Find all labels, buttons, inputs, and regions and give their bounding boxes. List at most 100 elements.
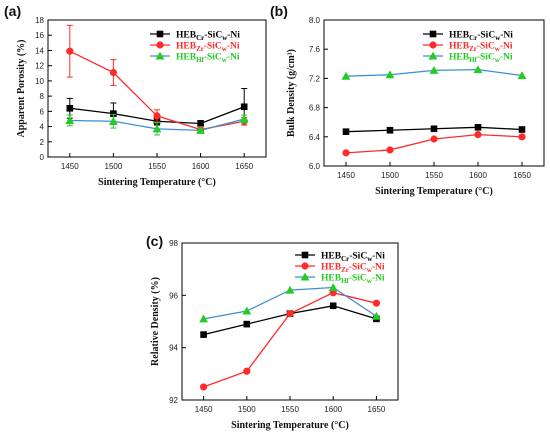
legend-subscript: Zr (196, 45, 204, 53)
legend-text: HEB (449, 42, 470, 52)
data-point (65, 116, 75, 124)
legend-text: HEB (176, 42, 197, 52)
legend-text: HEB (321, 274, 342, 284)
y-tick-label: 10 (35, 77, 44, 86)
y-tick-label: 6.8 (309, 104, 321, 113)
legend-marker (429, 41, 437, 49)
x-tick-label: 1500 (381, 171, 399, 180)
legend-marker (155, 51, 165, 60)
y-tick-label: 0 (40, 153, 45, 162)
x-tick-label: 1600 (192, 162, 210, 171)
x-tick-label: 1550 (425, 171, 443, 180)
legend-subscript: w (222, 34, 228, 42)
data-point (66, 104, 74, 112)
legend-subscript: Cr (469, 34, 477, 42)
y-tick-label: 2 (40, 138, 45, 147)
x-axis-label: Sintering Temperature (°C) (98, 177, 216, 188)
legend-entry: HEBCr-SiCw-Ni (176, 31, 240, 43)
data-point (473, 65, 483, 74)
data-point (200, 331, 207, 338)
legend-subscript: w (222, 45, 228, 53)
legend-subscript: Hf (196, 56, 204, 64)
legend-subscript: w (495, 45, 501, 53)
legend-text: -Ni (372, 274, 385, 284)
x-tick-label: 1650 (368, 405, 386, 414)
x-tick-label: 1450 (195, 405, 213, 414)
legend-text: HEB (176, 31, 197, 41)
data-point (474, 124, 482, 131)
legend-subscript: w (222, 56, 228, 64)
data-point (341, 71, 351, 80)
data-point (240, 103, 248, 111)
legend-subscript: w (367, 266, 373, 274)
x-axis-label: Sintering Temperature (°C) (231, 420, 349, 431)
data-point (243, 320, 251, 328)
data-point (285, 285, 295, 294)
legend-marker (156, 30, 164, 38)
x-tick-label: 1600 (469, 171, 487, 180)
data-point (517, 71, 527, 79)
y-axis-label: Relative Density (%) (150, 277, 161, 366)
legend-text: -Ni (227, 42, 240, 52)
data-point (239, 114, 249, 123)
legend-text: -Ni (227, 31, 240, 41)
data-point (328, 283, 338, 292)
data-point (385, 70, 395, 79)
legend-subscript: Hf (469, 56, 477, 64)
y-axis-label: Bulk Density (g/cm³) (286, 49, 297, 137)
series-zr (342, 131, 526, 157)
legend-entry: HEBZr-SiCw-Ni (449, 42, 513, 54)
legend-marker (301, 251, 309, 259)
legend-entry: HEBCr-SiCw-Ni (449, 31, 513, 43)
legend-text: HEB (321, 252, 342, 262)
legend-subscript: w (367, 255, 373, 263)
y-tick-label: 7.6 (309, 45, 321, 54)
data-point (429, 65, 439, 74)
chart-panel-3: (c) 1450 1500 1550 1600 1650 92 94 96 98 Sintering… (146, 233, 399, 431)
data-point (430, 125, 438, 133)
legend-subscript: w (367, 277, 373, 285)
series-cr (200, 302, 380, 338)
x-tick-label: 1500 (238, 405, 256, 414)
data-point (199, 314, 208, 323)
panel-label: (a) (4, 3, 21, 19)
series-hf (341, 65, 527, 80)
series-hf (199, 283, 381, 323)
data-point (200, 383, 208, 391)
y-tick-label: 8.0 (309, 16, 321, 25)
data-point (196, 125, 205, 134)
legend-subscript: Hf (341, 277, 349, 285)
legend-text: -SiC (349, 274, 367, 284)
y-tick-label: 6.4 (309, 133, 321, 142)
legend-entry: HEBHf-SiCw-Ni (449, 53, 513, 65)
legend-subscript: Zr (341, 266, 349, 274)
series-hf (65, 113, 249, 136)
legend-text: -Ni (227, 53, 240, 63)
y-tick-label: 8 (40, 92, 45, 101)
data-point (342, 128, 350, 135)
y-tick-label: 7.2 (309, 74, 321, 83)
data-point (286, 310, 294, 318)
data-point (518, 126, 526, 133)
legend-entry: HEBCr-SiCw-Ni (321, 252, 385, 264)
series-cr (342, 124, 526, 135)
chart-panel-2: (b) 1450 1500 1550 1600 1650 6.0 6.4 6.8 7.2 7.6 8.… (270, 3, 545, 197)
legend-text: -SiC (204, 53, 222, 63)
series-line (203, 292, 377, 388)
legend-text: -SiC (349, 252, 367, 262)
x-tick-label: 1500 (105, 162, 123, 171)
legend-marker (428, 51, 438, 60)
legend-text: HEB (449, 31, 470, 41)
legend-text: -Ni (500, 42, 513, 52)
data-point (109, 68, 117, 77)
legend-text: -SiC (349, 263, 367, 273)
legend-text: -SiC (204, 42, 222, 52)
data-point (242, 306, 252, 315)
y-tick-label: 16 (35, 31, 44, 40)
data-point (430, 135, 438, 143)
x-tick-label: 1550 (281, 405, 299, 414)
data-point (386, 126, 394, 134)
data-point (386, 146, 394, 154)
